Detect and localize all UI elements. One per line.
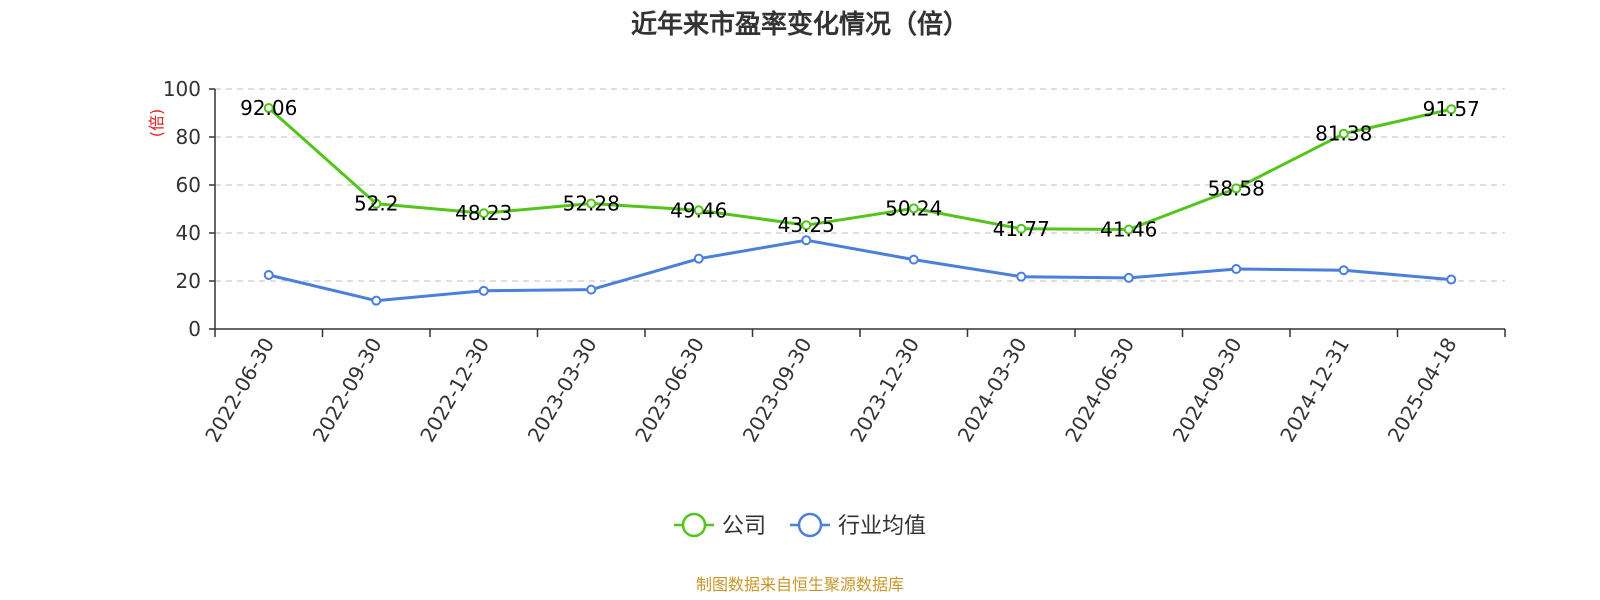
series-lines [263, 103, 1457, 306]
data-point[interactable] [693, 205, 704, 216]
y-tick-label: 80 [176, 125, 201, 149]
x-tick-label: 2025-04-18 [1383, 334, 1462, 447]
y-tick-label: 40 [176, 221, 201, 245]
chart-title: 近年来市盈率变化情况（倍） [631, 9, 969, 40]
legend-label: 公司 [722, 514, 766, 539]
data-point[interactable] [1446, 274, 1457, 285]
x-tick-label: 2024-06-30 [1060, 334, 1139, 447]
data-point[interactable] [908, 203, 919, 214]
data-label: 92.06 [240, 96, 297, 120]
data-label: 41.77 [993, 217, 1050, 241]
data-point[interactable] [801, 220, 812, 231]
data-point[interactable] [1446, 104, 1457, 115]
data-point[interactable] [586, 284, 597, 295]
data-point[interactable] [1338, 265, 1349, 276]
data-point[interactable] [478, 208, 489, 219]
y-axis-unit-label: (倍) [147, 109, 166, 138]
y-tick-label: 60 [176, 173, 201, 197]
data-point[interactable] [1231, 183, 1242, 194]
data-point[interactable] [1016, 223, 1027, 234]
data-point[interactable] [586, 198, 597, 209]
x-tick-label: 2023-09-30 [738, 334, 817, 447]
axes: 0 20 40 60 80 100 2022-06-30 2022-09-30 2022-12-… [163, 77, 1506, 447]
data-point[interactable] [371, 295, 382, 306]
data-point[interactable] [371, 198, 382, 209]
data-point[interactable] [693, 253, 704, 264]
data-label: 81.38 [1315, 122, 1372, 146]
legend-item-0[interactable]: 公司 [674, 512, 766, 539]
series-line-1 [268, 238, 1452, 303]
x-tick-label: 2024-09-30 [1168, 334, 1247, 447]
x-tick-label: 2024-12-31 [1275, 334, 1354, 447]
data-label: 58.58 [1208, 176, 1265, 200]
y-tick-label: 0 [188, 317, 201, 341]
x-tick-label: 2023-12-30 [845, 334, 924, 447]
legend-circle-marker [681, 512, 707, 538]
x-tick-label: 2022-12-30 [415, 334, 494, 447]
data-point[interactable] [1016, 271, 1027, 282]
data-point[interactable] [1123, 224, 1134, 235]
x-tick-label: 2024-03-30 [953, 334, 1032, 447]
data-label: 91.57 [1423, 97, 1480, 121]
x-tick-label: 2022-06-30 [200, 334, 279, 447]
legend-label: 行业均值 [838, 514, 926, 539]
data-label: 52.2 [354, 192, 399, 216]
data-labels: 92.06 52.2 48.23 52.28 49.46 43.25 50.24 41.77 4… [240, 96, 1480, 241]
legend-item-1[interactable]: 行业均值 [790, 512, 926, 539]
data-label: 49.46 [670, 198, 727, 222]
y-tick-label: 20 [176, 269, 201, 293]
data-label: 48.23 [455, 201, 512, 225]
data-point[interactable] [1231, 264, 1242, 274]
grid-lines [215, 88, 1505, 282]
data-point[interactable] [263, 270, 274, 280]
y-tick-label: 100 [163, 77, 201, 101]
data-source-note: 制图数据来自恒生聚源数据库 [696, 575, 904, 594]
legend-circle-marker [797, 512, 823, 538]
data-label: 41.46 [1100, 217, 1157, 241]
data-point[interactable] [908, 254, 919, 265]
x-tick-label: 2023-06-30 [630, 334, 709, 447]
series-line-0 [267, 106, 1452, 231]
data-point[interactable] [1338, 128, 1349, 139]
data-point[interactable] [801, 235, 812, 246]
x-tick-label: 2022-09-30 [308, 334, 387, 447]
legend[interactable]: 公司 行业均值 [674, 512, 926, 539]
data-label: 43.25 [778, 213, 835, 237]
data-point[interactable] [478, 285, 489, 296]
data-point[interactable] [1123, 272, 1134, 283]
data-label: 52.28 [563, 192, 620, 216]
data-label: 50.24 [885, 196, 942, 220]
data-point[interactable] [263, 103, 274, 114]
x-tick-label: 2023-03-30 [523, 334, 602, 447]
